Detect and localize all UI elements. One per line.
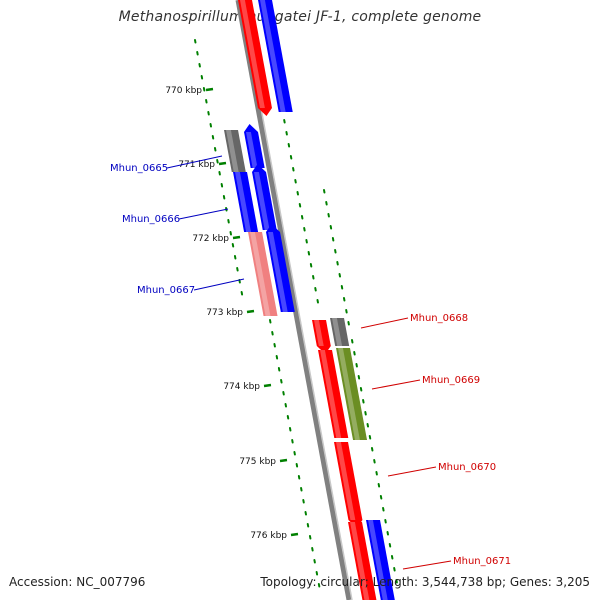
gene-label-mhun_0666: Mhun_0666 (122, 208, 229, 225)
gene-label-mhun_0669: Mhun_0669 (371, 375, 480, 390)
reverse-gene-0668-body (312, 320, 331, 354)
pseudo-gene-0667-body (248, 232, 278, 316)
reverse-gene-0670 (334, 442, 363, 528)
gene-leader-line (166, 155, 223, 169)
forward-gene-0666b-shine (254, 172, 270, 230)
gene-label-text: Mhun_0665 (110, 163, 168, 174)
pseudo-gene-0667-shine (250, 232, 271, 316)
kbp-tick-label: 773 kbp (206, 308, 243, 318)
forward-gene-0671-shine (368, 520, 388, 600)
olive-feature-0669-body (336, 348, 368, 440)
olive-feature-0669 (336, 348, 368, 440)
left-dot-track-lower (269, 319, 321, 588)
kbp-tick-0: 770 kbp (165, 86, 214, 96)
kbp-tick-6: 776 kbp (250, 531, 299, 541)
reverse-gene-0669 (318, 350, 349, 438)
forward-gene-top-shine (260, 0, 286, 112)
forward-gene-0667-body (266, 224, 295, 312)
reverse-gene-top-body (238, 0, 272, 116)
kbp-tick-label: 775 kbp (239, 457, 276, 467)
accession-text: Accession: NC_007796 (9, 575, 146, 589)
kbp-ticks: 770 kbp 771 kbp 772 kbp 773 kbp 774 kbp 775 k… (165, 86, 299, 541)
grey-feature-0665 (224, 130, 246, 172)
gene-label-text: Mhun_0671 (453, 556, 511, 567)
gene-features (224, 0, 395, 600)
gene-label-mhun_0670: Mhun_0670 (387, 462, 496, 477)
kbp-tick-mark (218, 161, 227, 166)
forward-gene-top-body (258, 0, 293, 112)
right-dot-track-lower (351, 339, 398, 584)
gene-leader-line (402, 560, 452, 570)
kbp-tick-label: 774 kbp (223, 382, 260, 392)
forward-gene-0671-body (366, 520, 395, 600)
kbp-tick-mark (290, 532, 299, 537)
kbp-tick-3: 773 kbp (206, 308, 255, 318)
forward-gene-top (258, 0, 293, 112)
gene-label-mhun_0671: Mhun_0671 (402, 556, 511, 570)
kbp-tick-4: 774 kbp (223, 382, 272, 392)
kbp-tick-mark (205, 87, 214, 92)
reverse-gene-0671 (348, 522, 377, 600)
tick-dot-tracks (194, 0, 398, 588)
reverse-gene-0671-body (348, 522, 377, 600)
forward-gene-0665 (244, 124, 265, 168)
gene-label-mhun_0667: Mhun_0667 (137, 278, 245, 296)
grey-feature-0668-shine (332, 318, 343, 346)
gene-label-text: Mhun_0666 (122, 214, 180, 225)
gene-leader-line (193, 278, 245, 291)
kbp-tick-label: 771 kbp (178, 160, 215, 170)
gene-leader-line (178, 208, 229, 220)
kbp-tick-label: 770 kbp (165, 86, 202, 96)
gene-label-text: Mhun_0670 (438, 462, 496, 473)
gene-labels: Mhun_0665 Mhun_0666 Mhun_0667 Mhun_0668 Mhun… (110, 155, 511, 570)
right-dot-track-mid (323, 189, 350, 326)
forward-gene-0666b (252, 164, 277, 230)
gene-leader-line (371, 379, 421, 390)
kbp-tick-label: 776 kbp (250, 531, 287, 541)
map-title: Methanospirillum hungatei JF-1, complete… (118, 9, 482, 25)
gene-leader-line (387, 466, 437, 477)
grey-feature-0668-body (330, 318, 350, 346)
grey-feature-0665-body (224, 130, 246, 172)
forward-gene-0666b-body (252, 164, 277, 230)
forward-gene-0666a-shine (235, 172, 251, 232)
reverse-gene-0670-shine (336, 442, 356, 520)
kbp-tick-5: 775 kbp (239, 457, 288, 467)
kbp-tick-mark (232, 235, 241, 240)
pseudo-gene-0667 (248, 232, 278, 316)
gene-label-text: Mhun_0669 (422, 375, 480, 386)
kbp-tick-mark (246, 309, 255, 314)
forward-gene-0665-body (244, 124, 265, 168)
kbp-tick-1: 771 kbp (178, 160, 227, 170)
gene-label-text: Mhun_0667 (137, 285, 195, 296)
reverse-gene-top-shine (240, 0, 265, 108)
forward-gene-0666a (233, 172, 259, 232)
reverse-gene-0671-shine (350, 522, 370, 600)
reverse-gene-0669-body (318, 350, 349, 438)
forward-gene-0665-shine (246, 132, 258, 168)
gene-leader-line (360, 317, 409, 329)
backbone-stroke (235, 0, 352, 600)
reverse-gene-0669-shine (320, 350, 342, 438)
forward-gene-0667-shine (268, 232, 288, 312)
gene-label-mhun_0665: Mhun_0665 (110, 155, 223, 174)
gene-label-mhun_0668: Mhun_0668 (360, 313, 468, 329)
forward-gene-0671 (366, 520, 395, 600)
kbp-tick-2: 772 kbp (192, 234, 241, 244)
gene-label-text: Mhun_0668 (410, 313, 468, 324)
forward-gene-0667 (266, 224, 295, 312)
reverse-gene-0668 (312, 320, 331, 354)
grey-feature-0665-shine (226, 130, 239, 172)
forward-gene-0666a-body (233, 172, 259, 232)
reverse-gene-0670-body (334, 442, 363, 528)
grey-feature-0668 (330, 318, 350, 346)
kbp-tick-label: 772 kbp (192, 234, 229, 244)
kbp-tick-mark (263, 383, 272, 388)
kbp-tick-mark (279, 458, 288, 463)
reverse-gene-top (238, 0, 272, 116)
olive-feature-0669-shine (338, 348, 360, 440)
reverse-gene-0668-shine (314, 320, 324, 346)
genome-summary-text: Topology: circular; Length: 3,544,738 bp… (260, 575, 590, 589)
